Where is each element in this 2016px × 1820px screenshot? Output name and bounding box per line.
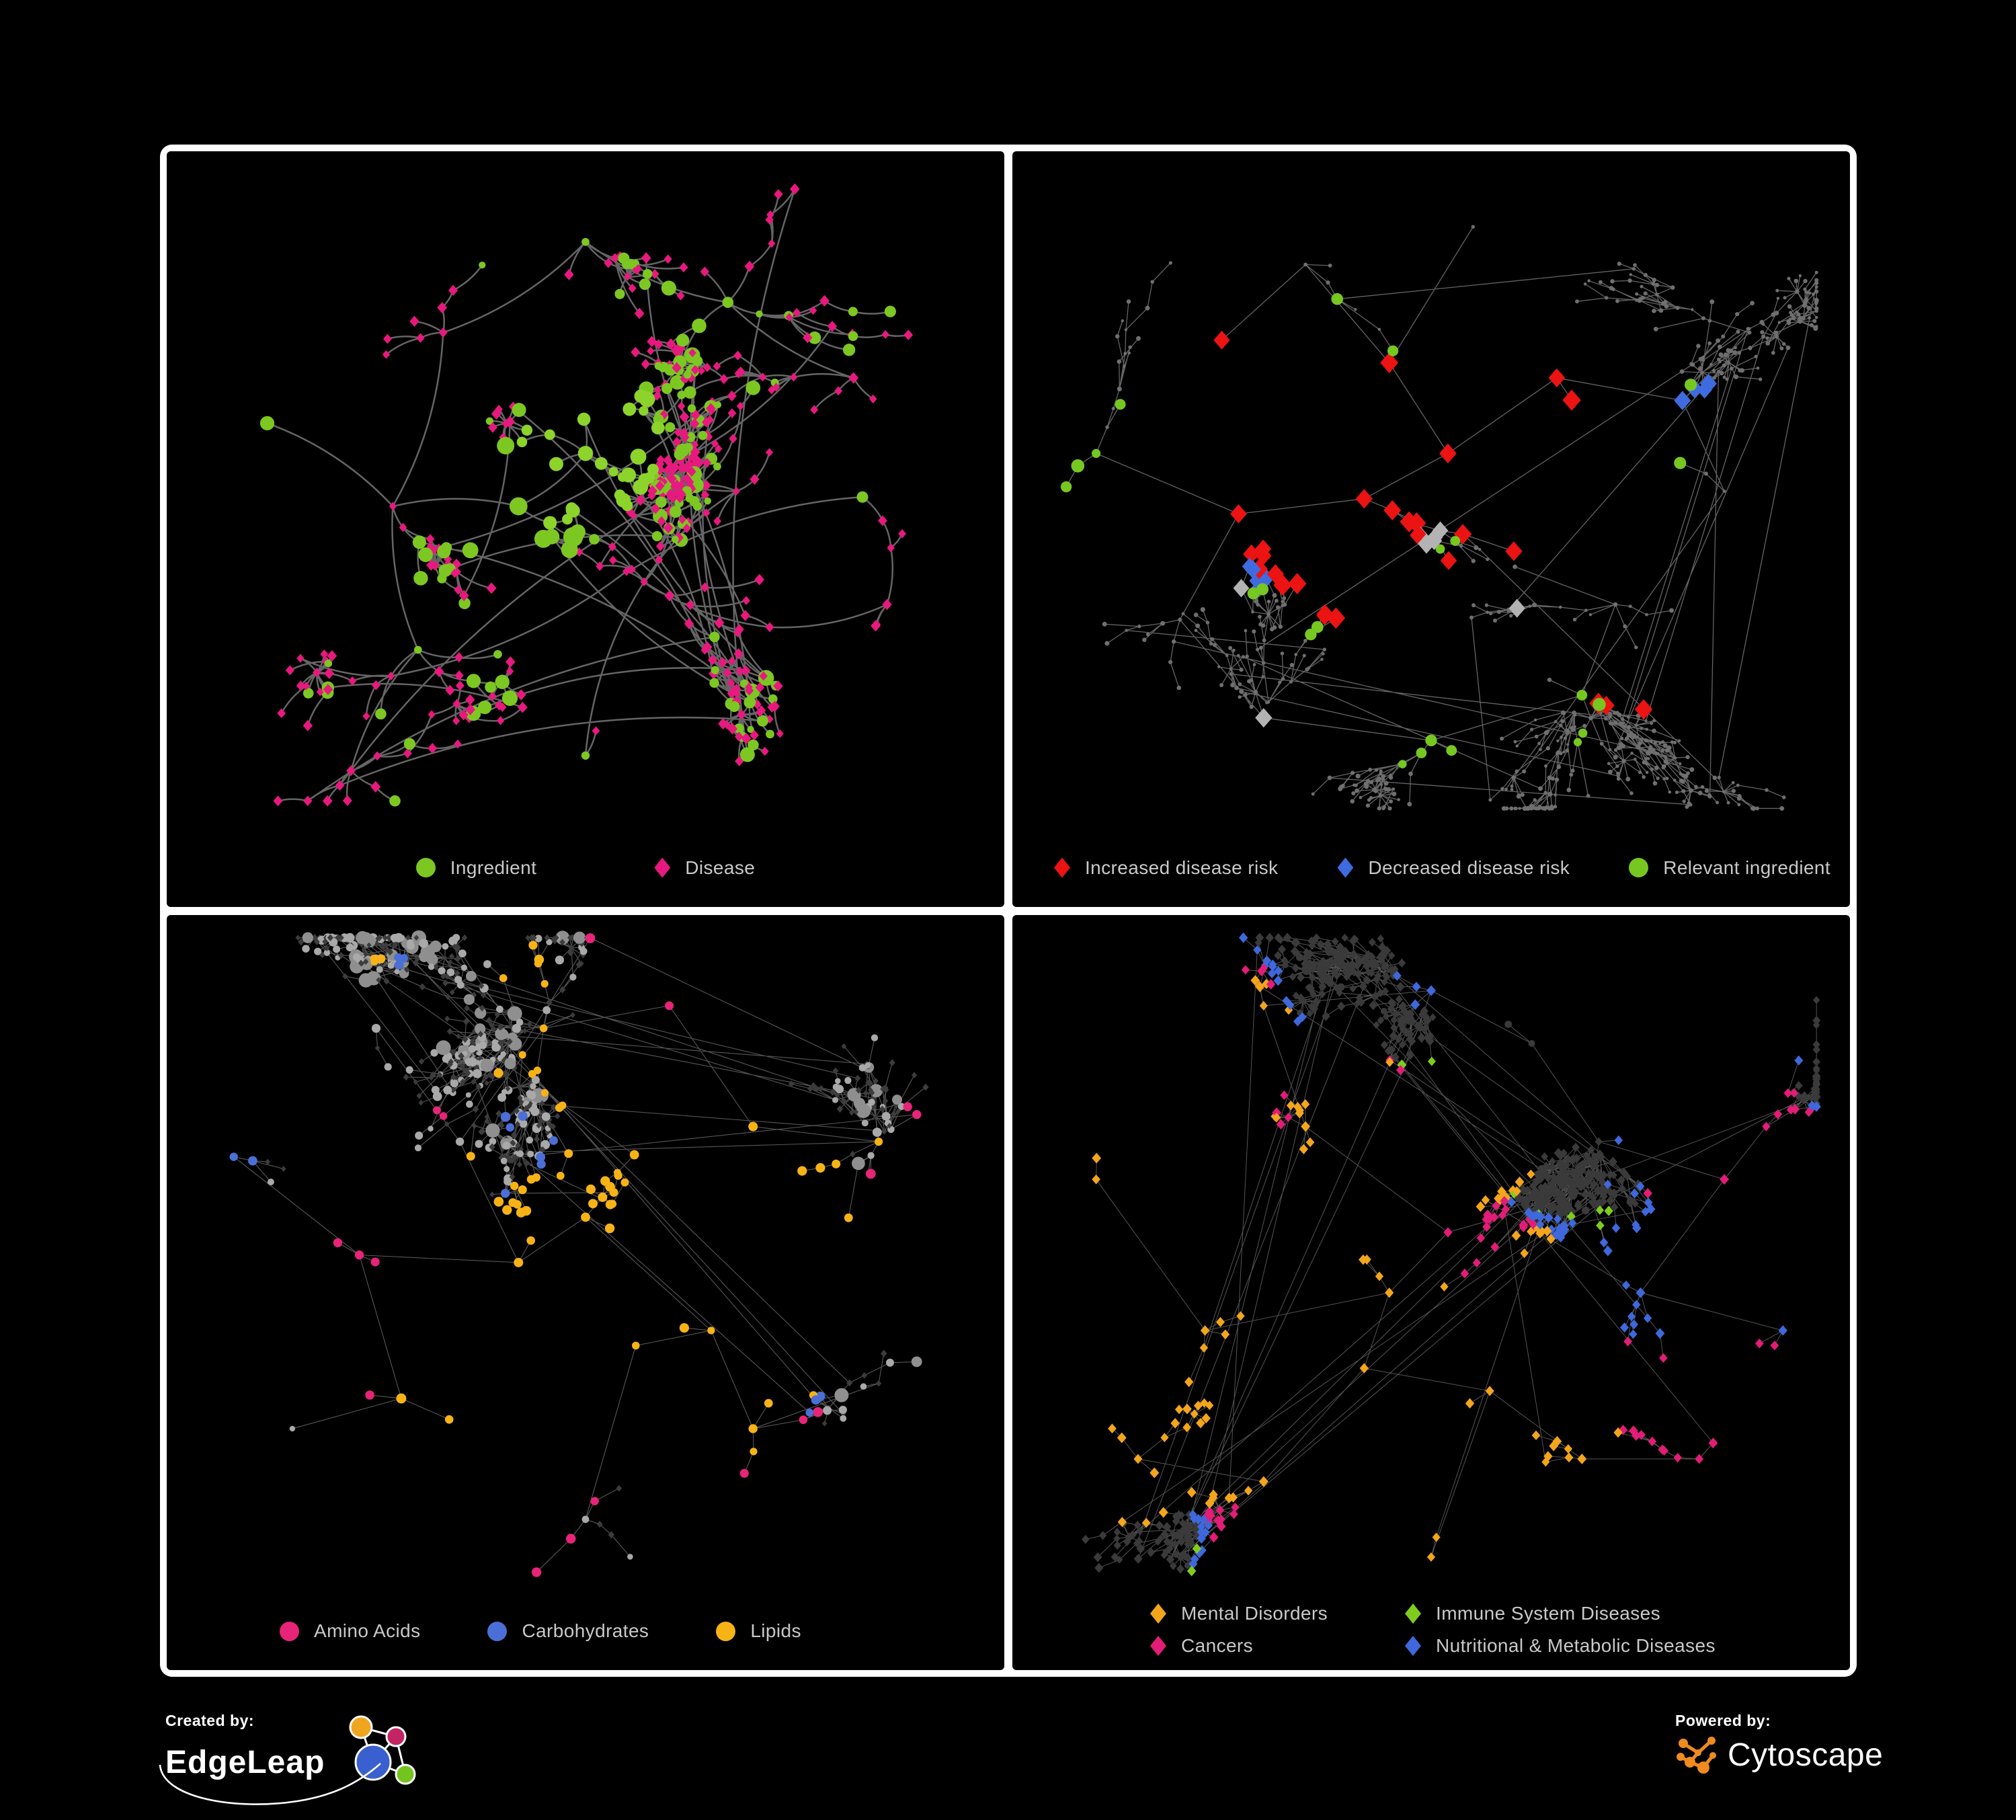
panel-nutrient-network: Amino Acids Carbohydrates Lipids: [167, 914, 1004, 1670]
disease-diamond-icon: [654, 857, 671, 878]
panel-disease-risk-network: Increased disease risk Decreased disease…: [1012, 151, 1850, 907]
legend-item-mental-disorders: Mental Disorders: [1150, 1603, 1328, 1624]
legend-label-carbohydrates: Carbohydrates: [522, 1620, 649, 1641]
legend-label-lipids: Lipids: [750, 1620, 801, 1641]
legend-item-cancers: Cancers: [1150, 1635, 1328, 1657]
legend-item-lipids: Lipids: [716, 1620, 801, 1642]
legend-label-increased-risk: Increased disease risk: [1085, 857, 1279, 878]
increased-risk-diamond-icon: [1054, 857, 1070, 878]
created-by-label: Created by:: [165, 1712, 255, 1729]
edgeleap-brand-name: EdgeLeap: [165, 1745, 325, 1780]
edgeleap-logo-icon: [349, 1715, 416, 1785]
figure-grid: Ingredient Disease Increased disease ris…: [160, 145, 1857, 1677]
powered-by-block: Powered by: Cytoscape: [1675, 1712, 1883, 1778]
legend-item-relevant-ingredient: Relevant ingredient: [1629, 857, 1830, 879]
legend-label-relevant-ingredient: Relevant ingredient: [1663, 857, 1831, 878]
lipids-circle-icon: [716, 1621, 736, 1641]
legend-label-immune-system-diseases: Immune System Diseases: [1436, 1603, 1661, 1624]
legend-label-decreased-risk: Decreased disease risk: [1368, 857, 1570, 878]
legend-item-ingredient: Ingredient: [415, 857, 537, 879]
ingredient-disease-network-graph: [259, 183, 914, 807]
created-by-block: Created by: EdgeLeap: [159, 1712, 427, 1805]
cytoscape-logo-icon: [1677, 1737, 1716, 1774]
disease-risk-network-graph: [1060, 225, 1819, 812]
amino-acids-circle-icon: [280, 1621, 299, 1641]
legend-label-ingredient: Ingredient: [450, 857, 537, 878]
legend-item-increased-risk: Increased disease risk: [1054, 857, 1278, 879]
disease-category-network-graph: [1081, 932, 1821, 1576]
legend-label-cancers: Cancers: [1181, 1635, 1254, 1656]
panel-disease-category-network: Mental Disorders Immune System Diseases …: [1012, 914, 1850, 1670]
legend-nutrients: Amino Acids Carbohydrates Lipids: [167, 1620, 1004, 1642]
legend-disease-risk: Increased disease risk Decreased disease…: [1012, 857, 1850, 879]
legend-item-amino-acids: Amino Acids: [280, 1620, 420, 1642]
legend-item-carbohydrates: Carbohydrates: [487, 1620, 649, 1642]
cancers-diamond-icon: [1150, 1636, 1166, 1656]
legend-label-disease: Disease: [685, 857, 756, 878]
legend-item-decreased-risk: Decreased disease risk: [1337, 857, 1570, 879]
nutritional-metabolic-diseases-diamond-icon: [1405, 1636, 1422, 1656]
legend-ingredient-disease: Ingredient Disease: [167, 857, 1004, 879]
legend-item-immune-system-diseases: Immune System Diseases: [1405, 1603, 1716, 1624]
panel-ingredient-disease-network: Ingredient Disease: [167, 151, 1004, 907]
cytoscape-brand-name: Cytoscape: [1728, 1737, 1884, 1773]
carbohydrates-circle-icon: [487, 1621, 508, 1641]
legend-label-amino-acids: Amino Acids: [314, 1620, 421, 1641]
legend-disease-categories: Mental Disorders Immune System Diseases …: [1150, 1603, 1716, 1657]
legend-item-disease: Disease: [654, 857, 755, 879]
nutrient-network-graph: [229, 930, 929, 1577]
legend-label-nutritional-metabolic-diseases: Nutritional & Metabolic Diseases: [1436, 1635, 1716, 1656]
mental-disorders-diamond-icon: [1150, 1604, 1166, 1624]
ingredient-circle-icon: [415, 858, 436, 877]
decreased-risk-diamond-icon: [1337, 857, 1354, 878]
legend-item-nutritional-metabolic-diseases: Nutritional & Metabolic Diseases: [1405, 1635, 1716, 1657]
relevant-ingredient-circle-icon: [1629, 858, 1649, 877]
legend-label-mental-disorders: Mental Disorders: [1181, 1603, 1328, 1624]
powered-by-label: Powered by:: [1675, 1712, 1771, 1729]
immune-system-diseases-diamond-icon: [1405, 1604, 1422, 1624]
